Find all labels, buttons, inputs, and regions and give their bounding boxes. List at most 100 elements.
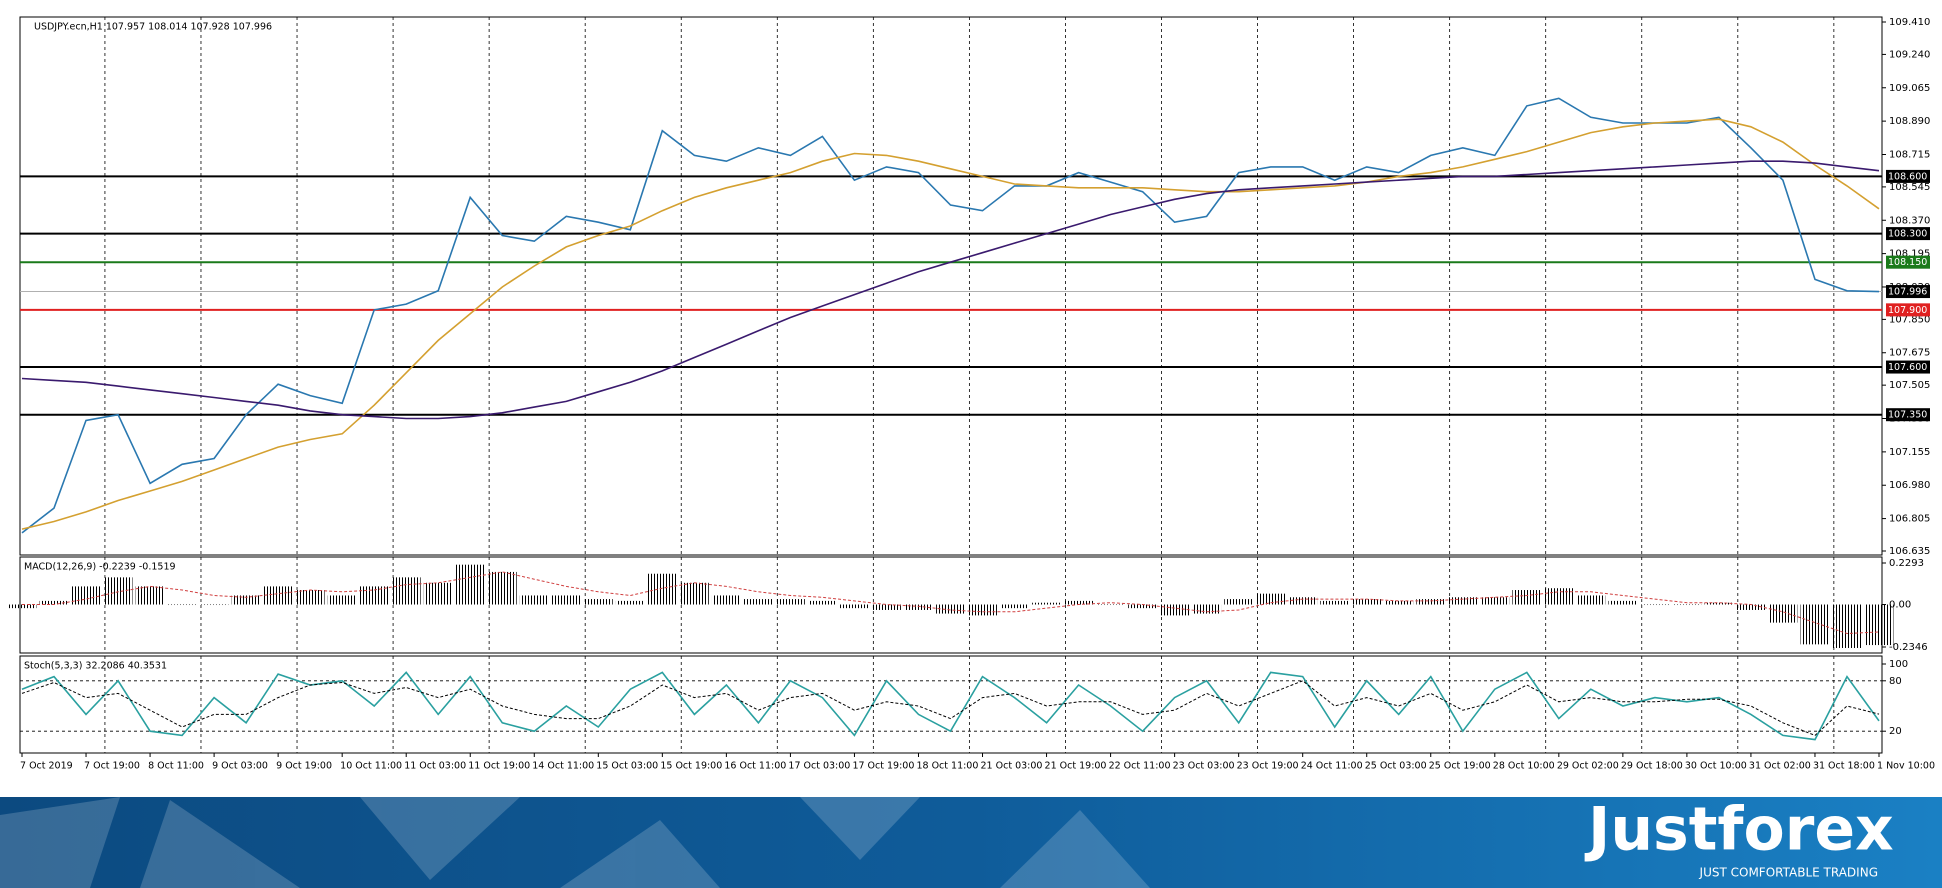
x-tick-label: 15 Oct 03:00 xyxy=(596,761,658,772)
x-tick-label: 17 Oct 19:00 xyxy=(852,761,914,772)
histogram-bar xyxy=(487,571,517,605)
level-label-box xyxy=(1886,227,1930,241)
x-tick-label: 21 Oct 19:00 xyxy=(1045,761,1107,772)
y-tick-label: -0.2346 xyxy=(1889,642,1928,653)
histogram-bar xyxy=(1224,599,1254,605)
brand-tagline: JUST COMFORTABLE TRADING xyxy=(1699,866,1878,880)
histogram-bar xyxy=(1800,604,1830,645)
series-line xyxy=(22,571,1880,635)
panel-title: Stoch(5,3,3) 32.2086 40.3531 xyxy=(24,661,167,672)
level-label: 107.350 xyxy=(1888,410,1927,421)
histogram-bar xyxy=(647,573,677,605)
histogram-bar xyxy=(1736,604,1766,610)
x-tick-label: 22 Oct 11:00 xyxy=(1109,761,1171,772)
histogram-bar xyxy=(1352,599,1382,605)
level-label-box xyxy=(1886,285,1930,299)
x-tick-label: 11 Oct 03:00 xyxy=(404,761,466,772)
histogram-bar xyxy=(808,600,837,605)
series-line xyxy=(21,118,1880,530)
level-label-box xyxy=(1886,255,1930,269)
x-tick-label: 25 Oct 03:00 xyxy=(1365,761,1427,772)
y-tick-label: 80 xyxy=(1889,676,1902,687)
histogram-bar xyxy=(455,564,485,605)
histogram-bar xyxy=(776,599,805,605)
x-tick-label: 7 Oct 2019 xyxy=(20,761,73,772)
banner xyxy=(0,797,1942,888)
series-line xyxy=(21,671,1880,741)
y-tick-label: 109.410 xyxy=(1889,17,1930,28)
level-label: 107.996 xyxy=(1888,287,1927,298)
panel-frame xyxy=(19,16,1883,556)
level-label-box xyxy=(1886,303,1930,317)
y-tick-label: 106.980 xyxy=(1889,480,1930,491)
y-tick-label: 100 xyxy=(1889,659,1908,670)
histogram-bar xyxy=(1320,600,1350,605)
panel-title: USDJPY.ecn,H1 107.957 108.014 107.928 10… xyxy=(34,22,272,33)
series-line xyxy=(21,680,1880,736)
x-tick-label: 23 Oct 03:00 xyxy=(1173,761,1235,772)
histogram-bar xyxy=(904,604,933,610)
histogram-bar xyxy=(1064,600,1093,605)
x-tick-label: 25 Oct 19:00 xyxy=(1429,761,1491,772)
histogram-bar xyxy=(615,600,645,605)
x-tick-label: 29 Oct 18:00 xyxy=(1621,761,1683,772)
histogram-bar xyxy=(423,582,453,605)
level-label: 107.900 xyxy=(1888,305,1927,316)
level-label-box xyxy=(1886,360,1930,374)
y-tick-label: 20 xyxy=(1889,726,1902,737)
histogram-bar xyxy=(1864,604,1894,646)
histogram-bar xyxy=(936,604,965,614)
y-tick-label: 106.635 xyxy=(1889,546,1930,557)
x-tick-label: 17 Oct 03:00 xyxy=(788,761,850,772)
histogram-bar xyxy=(583,599,613,605)
y-tick-label: 108.890 xyxy=(1889,116,1930,127)
histogram-bar xyxy=(199,604,229,606)
panel-title: MACD(12,26,9) -0.2239 -0.1519 xyxy=(24,562,176,573)
x-tick-label: 31 Oct 02:00 xyxy=(1749,761,1811,772)
histogram-bar xyxy=(551,595,581,605)
histogram-bar xyxy=(1032,602,1061,605)
histogram-bar xyxy=(1512,590,1542,605)
histogram-bar xyxy=(167,604,197,606)
histogram-bar xyxy=(1288,597,1318,605)
histogram-bar xyxy=(327,595,357,605)
histogram-bar xyxy=(1640,604,1670,606)
histogram-bar xyxy=(1096,604,1125,606)
x-tick-label: 10 Oct 11:00 xyxy=(340,761,402,772)
y-tick-label: 107.850 xyxy=(1889,314,1930,325)
level-label: 107.600 xyxy=(1888,362,1927,373)
y-tick-label: 108.195 xyxy=(1889,249,1930,260)
histogram-bar xyxy=(1544,588,1574,605)
y-tick-label: 0.2293 xyxy=(1889,558,1924,569)
x-tick-label: 11 Oct 19:00 xyxy=(468,761,530,772)
x-tick-label: 9 Oct 19:00 xyxy=(276,761,332,772)
histogram-bar xyxy=(135,586,165,605)
x-tick-label: 28 Oct 10:00 xyxy=(1493,761,1555,772)
histogram-bar xyxy=(519,595,549,605)
level-label: 108.150 xyxy=(1888,257,1927,268)
y-tick-label: 0.00 xyxy=(1889,600,1911,611)
histogram-bar xyxy=(1192,604,1222,614)
x-tick-label: 7 Oct 19:00 xyxy=(84,761,140,772)
histogram-bar xyxy=(1576,595,1606,605)
y-tick-label: 106.805 xyxy=(1889,514,1930,525)
y-tick-label: 107.505 xyxy=(1889,380,1930,391)
y-tick-label: 108.370 xyxy=(1889,215,1930,226)
x-tick-label: 30 Oct 10:00 xyxy=(1685,761,1747,772)
series-line xyxy=(21,160,1880,420)
x-tick-label: 31 Oct 18:00 xyxy=(1813,761,1875,772)
x-tick-label: 8 Oct 11:00 xyxy=(148,761,204,772)
brand-name: Justforex xyxy=(1584,795,1894,865)
histogram-bar xyxy=(1608,600,1638,605)
banner-decor xyxy=(0,797,1150,888)
histogram-bar xyxy=(1160,604,1190,616)
x-tick-label: 18 Oct 11:00 xyxy=(916,761,978,772)
histogram-bar xyxy=(391,577,421,605)
histogram-bar xyxy=(711,595,741,605)
y-tick-label: 108.545 xyxy=(1889,182,1930,193)
y-tick-label: 108.715 xyxy=(1889,149,1930,160)
histogram-bar xyxy=(1128,604,1158,609)
histogram-bar xyxy=(872,604,901,610)
histogram-bar xyxy=(1672,604,1702,606)
